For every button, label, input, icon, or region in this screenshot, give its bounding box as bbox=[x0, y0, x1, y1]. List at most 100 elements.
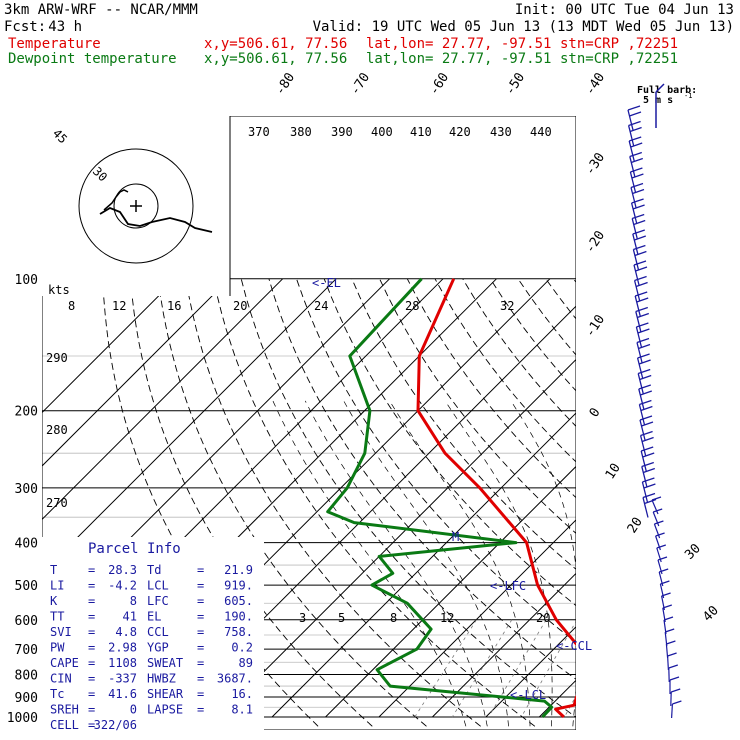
parcel-info-title: Parcel Info bbox=[88, 541, 181, 557]
dry-adiabat-450 bbox=[656, 279, 740, 727]
wind-barb-staff bbox=[642, 497, 649, 518]
wind-barb-staff bbox=[635, 326, 643, 348]
wind-barb-flag bbox=[642, 452, 655, 458]
isotherm--130 bbox=[42, 278, 177, 414]
parcel-value: 8 bbox=[130, 594, 137, 608]
wind-barb-flag bbox=[638, 343, 651, 350]
wind-barb-flag bbox=[643, 483, 656, 489]
parcel-eq: = bbox=[197, 610, 204, 624]
parcel-value: 28.3 bbox=[108, 563, 137, 577]
parcel-eq: = bbox=[88, 687, 95, 701]
isotherm--110 bbox=[42, 278, 284, 521]
parcel-eq: = bbox=[88, 594, 95, 608]
pressure-label-800: 800 bbox=[15, 669, 38, 684]
theta-label: 410 bbox=[410, 125, 432, 139]
parcel-value: 758. bbox=[224, 625, 253, 639]
pressure-label-400: 400 bbox=[15, 537, 38, 552]
isotherm-label: -20 bbox=[583, 228, 608, 256]
parcel-value: 3687. bbox=[217, 672, 253, 686]
parcel-eq: = bbox=[197, 672, 204, 686]
wind-barb-flag bbox=[654, 520, 664, 525]
dewpoint-profile bbox=[326, 277, 554, 719]
parcel-key: CIN bbox=[50, 672, 72, 686]
isotherm-label: 0 bbox=[587, 405, 604, 420]
forecast-hour: 43 h bbox=[48, 19, 82, 35]
wind-barb-staff bbox=[630, 187, 637, 208]
parcel-value: 21.9 bbox=[224, 563, 253, 577]
isotherm-label: -40 bbox=[583, 70, 608, 98]
dewpoint-station: stn=CRP ,72251 bbox=[560, 51, 678, 67]
parcel-eq: = bbox=[88, 610, 95, 624]
parcel-value: 190. bbox=[224, 610, 253, 624]
parcel-value: 41.6 bbox=[108, 687, 137, 701]
moist-adiabat-12 bbox=[304, 400, 488, 727]
wind-barb-staff bbox=[639, 419, 646, 441]
parcel-value: 4.8 bbox=[115, 625, 137, 639]
parcel-key: SHEAR bbox=[147, 687, 184, 701]
dry-adiabat-310 bbox=[268, 278, 576, 680]
wind-barb-staff bbox=[640, 450, 647, 472]
parcel-key: Tc bbox=[50, 687, 64, 701]
isotherm-40 bbox=[646, 279, 740, 717]
theta-label: 440 bbox=[530, 125, 552, 139]
isotherm-label: 10 bbox=[603, 461, 624, 482]
parcel-eq: = bbox=[88, 641, 95, 655]
parcel-eq: = bbox=[197, 563, 204, 577]
parcel-eq: = bbox=[197, 687, 204, 701]
wind-barb-flag bbox=[632, 229, 646, 235]
pressure-label-600: 600 bbox=[15, 614, 38, 629]
isotherm--10 bbox=[378, 519, 576, 718]
wind-barb-flag bbox=[640, 390, 653, 396]
wind-barb-staff bbox=[631, 218, 638, 239]
wind-barb-flag bbox=[668, 664, 678, 669]
level-marker: <-LFC bbox=[490, 579, 526, 593]
dry-adiabat-390 bbox=[489, 278, 576, 392]
parcel-eq: = bbox=[197, 656, 204, 670]
parcel-value: 919. bbox=[224, 579, 253, 593]
wind-barb-staff bbox=[636, 357, 644, 379]
wind-barb-flag bbox=[662, 604, 672, 609]
wind-barb-staff bbox=[627, 109, 634, 131]
theta-label: 390 bbox=[331, 125, 353, 139]
wind-barb-flag bbox=[641, 461, 655, 468]
dry-adiabat-260 bbox=[129, 278, 373, 727]
parcel-value: 89 bbox=[239, 656, 253, 670]
wind-barb-flag bbox=[635, 266, 648, 272]
parcel-key: SREH bbox=[50, 703, 79, 717]
isotherm-label: -50 bbox=[503, 70, 528, 98]
moist-adiabat-label: 12 bbox=[112, 299, 126, 313]
wind-barb-flag bbox=[632, 188, 645, 195]
parcel-key: LCL bbox=[147, 579, 169, 593]
wind-barb-flag bbox=[637, 328, 650, 334]
parcel-value: 0 bbox=[130, 703, 137, 717]
moist-adiabat-label: 20 bbox=[233, 299, 247, 313]
parcel-eq: = bbox=[88, 625, 95, 639]
valid-time: Valid: 19 UTC Wed 05 Jun 13 (13 MDT Wed … bbox=[313, 19, 734, 35]
mixing-ratio-3 bbox=[414, 619, 477, 718]
wind-barb-flag bbox=[634, 291, 648, 297]
wind-barb-flag bbox=[636, 322, 649, 328]
wind-barb-staff bbox=[633, 264, 640, 286]
wind-barb-flag bbox=[653, 508, 663, 513]
wind-barb-flag bbox=[628, 136, 642, 142]
wind-barb-flag bbox=[631, 198, 644, 204]
parcel-key: CAPE bbox=[50, 656, 79, 670]
isotherm-label: -70 bbox=[348, 70, 373, 98]
wind-barb-flag bbox=[639, 374, 652, 381]
wind-barb-flag bbox=[663, 616, 674, 621]
wind-barb-staff bbox=[629, 156, 636, 177]
dry-adiabat-460 bbox=[684, 279, 740, 727]
wind-barb-flag bbox=[637, 368, 651, 375]
isotherm-label: 40 bbox=[700, 603, 722, 625]
isotherm-10 bbox=[485, 626, 576, 718]
wind-barb-staff bbox=[637, 373, 644, 394]
forecast-label: Fcst: bbox=[4, 19, 46, 35]
moist-adiabat-8 bbox=[272, 400, 467, 727]
wind-barbs bbox=[627, 105, 682, 719]
wind-barb-flag bbox=[671, 688, 681, 693]
parcel-key: EL bbox=[147, 610, 161, 624]
moist-adiabat-28 bbox=[510, 400, 576, 727]
temperature-xy: x,y=506.61, 77.56 bbox=[204, 36, 347, 52]
parcel-key: LAPSE bbox=[147, 703, 183, 717]
wind-barb-flag bbox=[655, 532, 665, 537]
